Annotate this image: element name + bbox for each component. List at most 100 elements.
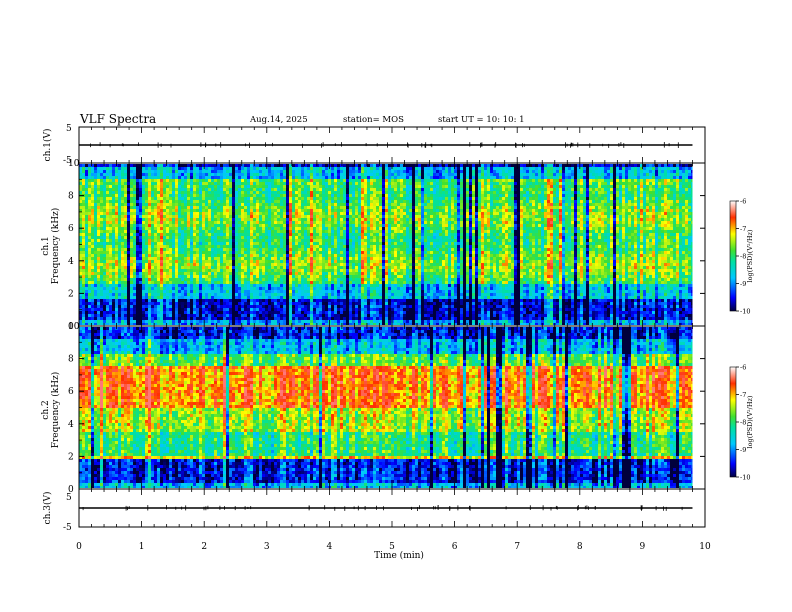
- spectrogram-cell: [478, 176, 481, 179]
- spectrogram-cell: [508, 227, 511, 230]
- spectrogram-cell: [568, 203, 571, 206]
- spectrogram-cell: [430, 167, 433, 170]
- spectrogram-cell: [484, 197, 487, 200]
- spectrogram-cell: [166, 167, 169, 170]
- spectrogram-cell: [277, 200, 280, 203]
- spectrogram-cell: [460, 218, 463, 221]
- spectrogram-cell: [517, 224, 520, 227]
- spectrogram-cell: [124, 200, 127, 203]
- spectrogram-cell: [454, 170, 457, 173]
- spectrogram-cell: [487, 182, 490, 185]
- spectrogram-cell: [265, 197, 268, 200]
- spectrogram-cell: [277, 176, 280, 179]
- spectrogram-cell: [538, 170, 541, 173]
- spectrogram-cell: [400, 176, 403, 179]
- spectrogram-cell: [184, 179, 187, 182]
- spectrogram-cell: [571, 173, 574, 176]
- spectrogram-cell: [394, 212, 397, 215]
- spectrogram-cell: [265, 185, 268, 188]
- spectrogram-cell: [439, 203, 442, 206]
- spectrogram-cell: [628, 188, 631, 191]
- spectrogram-cell: [313, 179, 316, 182]
- spectrogram-cell: [232, 173, 235, 176]
- spectrogram-cell: [649, 185, 652, 188]
- spectrogram-cell: [541, 185, 544, 188]
- spectrogram-cell: [496, 206, 499, 209]
- spectrogram-cell: [544, 233, 547, 236]
- spectrogram-cell: [400, 200, 403, 203]
- spectrogram-cell: [601, 188, 604, 191]
- spectrogram-cell: [466, 173, 469, 176]
- spectrogram-cell: [325, 182, 328, 185]
- spectrogram-cell: [112, 179, 115, 182]
- spectrogram-cell: [523, 164, 526, 167]
- spectrogram-cell: [499, 233, 502, 236]
- spectrogram-cell: [487, 227, 490, 230]
- spectrogram-cell: [631, 191, 634, 194]
- spectrogram-cell: [130, 209, 133, 212]
- spectrogram-cell: [316, 179, 319, 182]
- spectrogram-cell: [673, 206, 676, 209]
- spectrogram-cell: [235, 173, 238, 176]
- spectrogram-cell: [640, 179, 643, 182]
- spectrogram-cell: [673, 167, 676, 170]
- spectrogram-cell: [313, 176, 316, 179]
- spectrogram-cell: [493, 194, 496, 197]
- spectrogram-cell: [202, 197, 205, 200]
- spectrogram-cell: [103, 170, 106, 173]
- spectrogram-cell: [664, 164, 667, 167]
- spectrogram-cell: [112, 212, 115, 215]
- spectrogram-cell: [244, 215, 247, 218]
- spectrogram-cell: [163, 173, 166, 176]
- spectrogram-cell: [508, 194, 511, 197]
- spectrogram-cell: [361, 176, 364, 179]
- spectrogram-cell: [250, 215, 253, 218]
- spectrogram-cell: [385, 170, 388, 173]
- spectrogram-cell: [259, 164, 262, 167]
- spectrogram-cell: [139, 179, 142, 182]
- spectrogram-cell: [463, 167, 466, 170]
- spectrogram-cell: [391, 218, 394, 221]
- spectrogram-cell: [445, 230, 448, 233]
- spectrogram-cell: [376, 170, 379, 173]
- spectrogram-cell: [553, 194, 556, 197]
- spectrogram-cell: [343, 164, 346, 167]
- spectrogram-cell: [691, 179, 693, 182]
- spectrogram-cell: [403, 227, 406, 230]
- spectrogram-cell: [556, 191, 559, 194]
- spectrogram-cell: [457, 173, 460, 176]
- spectrogram-cell: [352, 203, 355, 206]
- spectrogram-cell: [565, 215, 568, 218]
- spectrogram-cell: [85, 182, 88, 185]
- spectrogram-cell: [538, 203, 541, 206]
- spectrogram-cell: [223, 200, 226, 203]
- spectrogram-cell: [379, 230, 382, 233]
- spectrogram-cell: [502, 221, 505, 224]
- spectrogram-cell: [373, 209, 376, 212]
- spectrogram-cell: [364, 230, 367, 233]
- spectrogram-cell: [169, 221, 172, 224]
- spectrogram-cell: [610, 179, 613, 182]
- spectrogram-cell: [631, 209, 634, 212]
- spectrogram-cell: [691, 224, 693, 227]
- spectrogram-cell: [520, 194, 523, 197]
- spectrogram-cell: [268, 200, 271, 203]
- spectrogram-cell: [145, 179, 148, 182]
- spectrogram-cell: [373, 194, 376, 197]
- spectrogram-cell: [238, 224, 241, 227]
- spectrogram-cell: [475, 209, 478, 212]
- spectrogram-cell: [256, 191, 259, 194]
- spectrogram-cell: [205, 224, 208, 227]
- spectrogram-cell: [325, 167, 328, 170]
- spectrogram-cell: [565, 185, 568, 188]
- spectrogram-cell: [640, 221, 643, 224]
- spectrogram-cell: [589, 200, 592, 203]
- spectrogram-cell: [88, 215, 91, 218]
- spectrogram-cell: [118, 215, 121, 218]
- spectrogram-cell: [352, 197, 355, 200]
- spectrogram-cell: [688, 200, 691, 203]
- spectrogram-cell: [568, 170, 571, 173]
- spectrogram-cell: [559, 173, 562, 176]
- spectrogram-cell: [190, 194, 193, 197]
- spectrogram-cell: [625, 167, 628, 170]
